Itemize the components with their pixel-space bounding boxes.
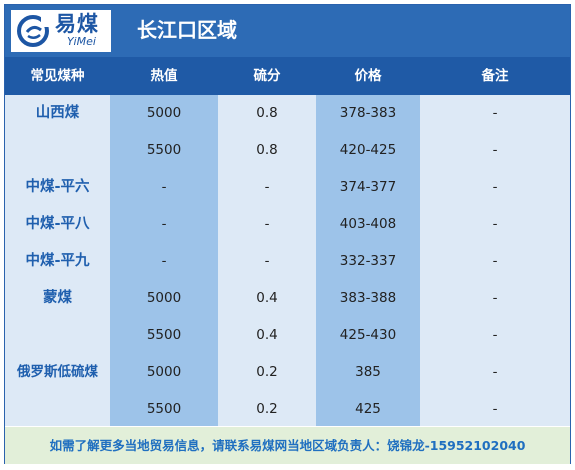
price-cell: 332-337	[339, 253, 397, 269]
price-cell: 378-383	[339, 105, 397, 121]
sulfur-cell: 0.2	[256, 364, 278, 380]
note-cell: -	[492, 327, 498, 343]
coal-type-cell: 山西煤	[35, 105, 80, 121]
sulfur-cell: 0.4	[256, 290, 278, 306]
heat-cell: 5000	[146, 105, 182, 121]
note-cell: -	[492, 179, 498, 195]
yimei-logo-icon	[17, 15, 51, 47]
header-note: 备注	[481, 68, 509, 84]
coal-type-cell	[5, 391, 110, 428]
price-column-highlight	[316, 95, 420, 426]
contact-footer: 如需了解更多当地贸易信息，请联系易煤网当地区域负责人：饶锦龙-159521020…	[5, 426, 570, 464]
sulfur-cell: -	[264, 253, 270, 269]
heat-cell: 5500	[146, 142, 182, 158]
price-cell: 374-377	[339, 179, 397, 195]
header-sulfur: 硫分	[253, 68, 281, 84]
sulfur-cell: 0.8	[256, 105, 278, 121]
heat-cell: -	[161, 179, 167, 195]
table-row: 5500 0.8 420-425 -	[5, 132, 570, 169]
note-cell: -	[492, 216, 498, 232]
sulfur-cell: 0.4	[256, 327, 278, 343]
logo-subtext: YiMei	[67, 35, 96, 48]
note-cell: -	[492, 364, 498, 380]
heat-column-highlight	[110, 95, 218, 426]
header-price: 价格	[354, 68, 382, 84]
table-header: 常见煤种 热值 硫分 价格 备注	[5, 57, 570, 95]
price-cell: 403-408	[339, 216, 397, 232]
sulfur-cell: -	[264, 179, 270, 195]
note-cell: -	[492, 401, 498, 417]
coal-type-cell	[5, 132, 110, 169]
sulfur-cell: -	[264, 216, 270, 232]
header-heat-value: 热值	[150, 68, 178, 84]
logo-text: 易煤	[55, 12, 99, 36]
header-coal-type: 常见煤种	[30, 68, 85, 84]
price-cell: 420-425	[339, 142, 397, 158]
table-row: 蒙煤 5000 0.4 383-388 -	[5, 280, 570, 317]
heat-cell: -	[161, 253, 167, 269]
table-row: 中煤-平八 - - 403-408 -	[5, 206, 570, 243]
note-cell: -	[492, 142, 498, 158]
logo: 易煤 YiMei	[11, 10, 111, 52]
coal-type-cell: 中煤-平六	[25, 179, 90, 195]
price-cell: 385	[355, 364, 381, 380]
coal-type-cell: 中煤-平九	[25, 253, 90, 269]
title-bar: 易煤 YiMei 长江口区域	[5, 5, 570, 57]
heat-cell: 5500	[146, 401, 182, 417]
coal-type-cell: 中煤-平八	[25, 216, 90, 232]
table-row: 山西煤 5000 0.8 378-383 -	[5, 95, 570, 132]
heat-cell: -	[161, 216, 167, 232]
price-table-panel: 易煤 YiMei 长江口区域 常见煤种 热值 硫分 价格 备注 山西煤 5000…	[4, 4, 571, 464]
table-row: 中煤-平九 - - 332-337 -	[5, 243, 570, 280]
table-row: 5500 0.2 425 -	[5, 391, 570, 428]
table-row: 5500 0.4 425-430 -	[5, 317, 570, 354]
region-title: 长江口区域	[137, 18, 237, 42]
heat-cell: 5000	[146, 290, 182, 306]
sulfur-cell: 0.2	[256, 401, 278, 417]
coal-type-cell: 俄罗斯低硫煤	[17, 364, 98, 380]
table-row: 俄罗斯低硫煤 5000 0.2 385 -	[5, 354, 570, 391]
price-cell: 383-388	[339, 290, 397, 306]
price-cell: 425	[355, 401, 381, 417]
note-cell: -	[492, 105, 498, 121]
note-cell: -	[492, 253, 498, 269]
coal-type-cell	[5, 317, 110, 354]
coal-type-cell: 蒙煤	[43, 290, 72, 306]
note-cell: -	[492, 290, 498, 306]
heat-cell: 5500	[146, 327, 182, 343]
contact-text: 如需了解更多当地贸易信息，请联系易煤网当地区域负责人：饶锦龙-159521020…	[49, 438, 526, 453]
table-row: 中煤-平六 - - 374-377 -	[5, 169, 570, 206]
price-cell: 425-430	[339, 327, 397, 343]
heat-cell: 5000	[146, 364, 182, 380]
sulfur-cell: 0.8	[256, 142, 278, 158]
